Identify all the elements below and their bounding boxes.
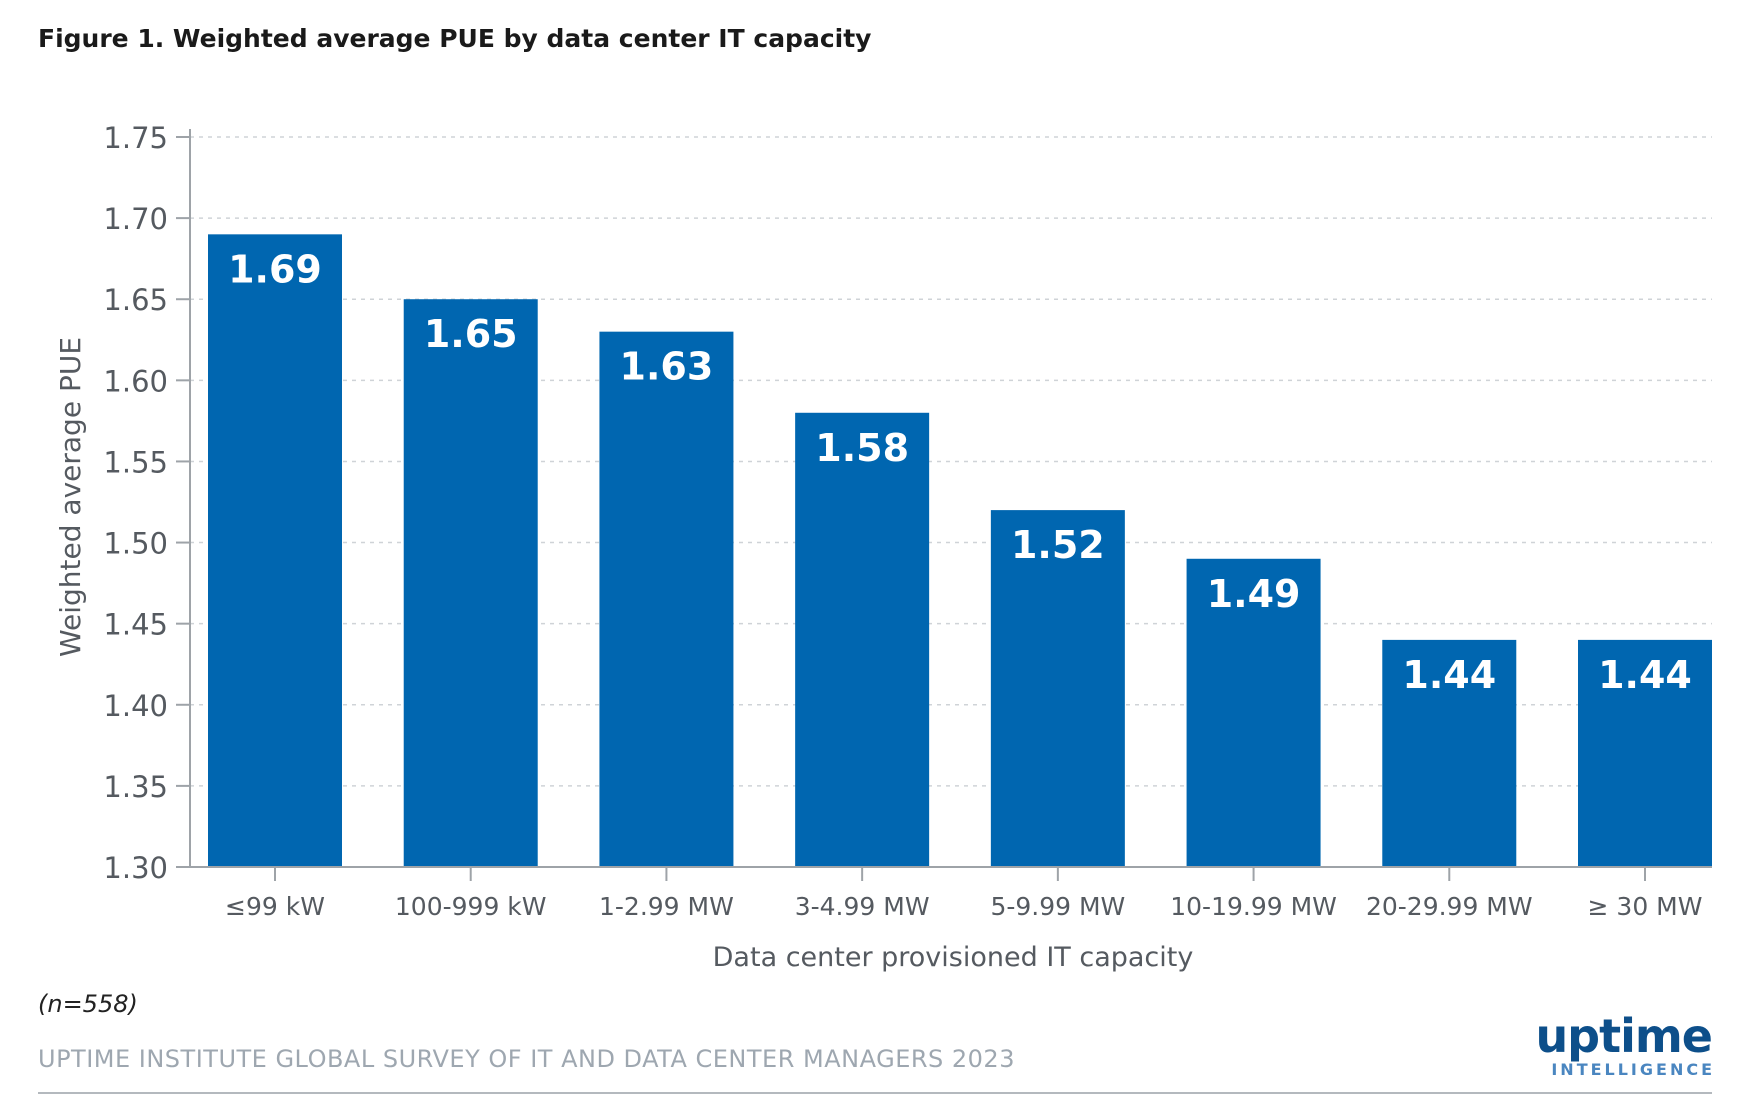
bar xyxy=(1186,558,1321,867)
y-tick-label: 1.65 xyxy=(103,283,168,317)
x-tick-label: ≥ 30 MW xyxy=(1588,892,1703,921)
x-axis-label: Data center provisioned IT capacity xyxy=(713,942,1194,973)
y-tick-label: 1.30 xyxy=(103,851,168,885)
bars: 1.69 1.65 1.63 1.58 1.52 1.49 1.44 1.44 xyxy=(208,234,1712,868)
bar-value-label: 1.52 xyxy=(1011,523,1105,567)
sample-size-note: (n=558) xyxy=(38,990,138,1018)
x-tick-label: 3-4.99 MW xyxy=(795,892,930,921)
logo-wordmark: uptime xyxy=(1535,1009,1713,1063)
logo-subtitle: INTELLIGENCE xyxy=(1551,1060,1715,1079)
y-tick-label: 1.45 xyxy=(103,608,168,642)
bar-value-label: 1.49 xyxy=(1207,572,1301,616)
x-tick-label: ≤99 kW xyxy=(225,892,325,921)
y-tick-label: 1.35 xyxy=(103,770,168,804)
bar xyxy=(1578,639,1712,867)
source-citation: UPTIME INSTITUTE GLOBAL SURVEY OF IT AND… xyxy=(38,1045,1015,1073)
bar xyxy=(795,412,930,867)
bar xyxy=(1382,639,1517,867)
uptime-intelligence-logo: uptime INTELLIGENCE xyxy=(1480,1009,1715,1080)
x-tick-label: 5-9.99 MW xyxy=(990,892,1125,921)
figure-title: Figure 1. Weighted average PUE by data c… xyxy=(38,24,872,53)
bar xyxy=(403,299,538,867)
bar-value-label: 1.63 xyxy=(620,345,714,389)
bar-value-label: 1.58 xyxy=(815,426,909,470)
footer-divider xyxy=(38,1092,1712,1094)
x-tick-label: 100-999 kW xyxy=(395,892,547,921)
bar-value-label: 1.69 xyxy=(228,247,322,291)
y-tick-label: 1.50 xyxy=(103,527,168,561)
bar-value-label: 1.65 xyxy=(424,312,518,356)
x-tick-label: 20-29.99 MW xyxy=(1366,892,1533,921)
y-tick-label: 1.60 xyxy=(103,364,168,398)
axes: 1.30 1.35 1.40 1.45 1.50 1.55 1.60 1.65 1.70 1.75… xyxy=(103,121,1712,921)
x-tick-label: 10-19.99 MW xyxy=(1170,892,1337,921)
y-axis-label: Weighted average PUE xyxy=(54,337,87,657)
x-tick-label: 1-2.99 MW xyxy=(599,892,734,921)
y-tick-label: 1.55 xyxy=(103,445,168,479)
y-tick-label: 1.40 xyxy=(103,689,168,723)
bar-value-label: 1.44 xyxy=(1598,653,1692,697)
bar xyxy=(599,331,734,868)
bar xyxy=(208,234,342,868)
bar-value-label: 1.44 xyxy=(1402,653,1496,697)
y-tick-label: 1.75 xyxy=(103,121,168,155)
bar xyxy=(990,510,1125,867)
y-tick-label: 1.70 xyxy=(103,202,168,236)
bar-chart: 1.691.651.631.581.521.491.44 1.44 1.301.3… xyxy=(54,121,1712,973)
